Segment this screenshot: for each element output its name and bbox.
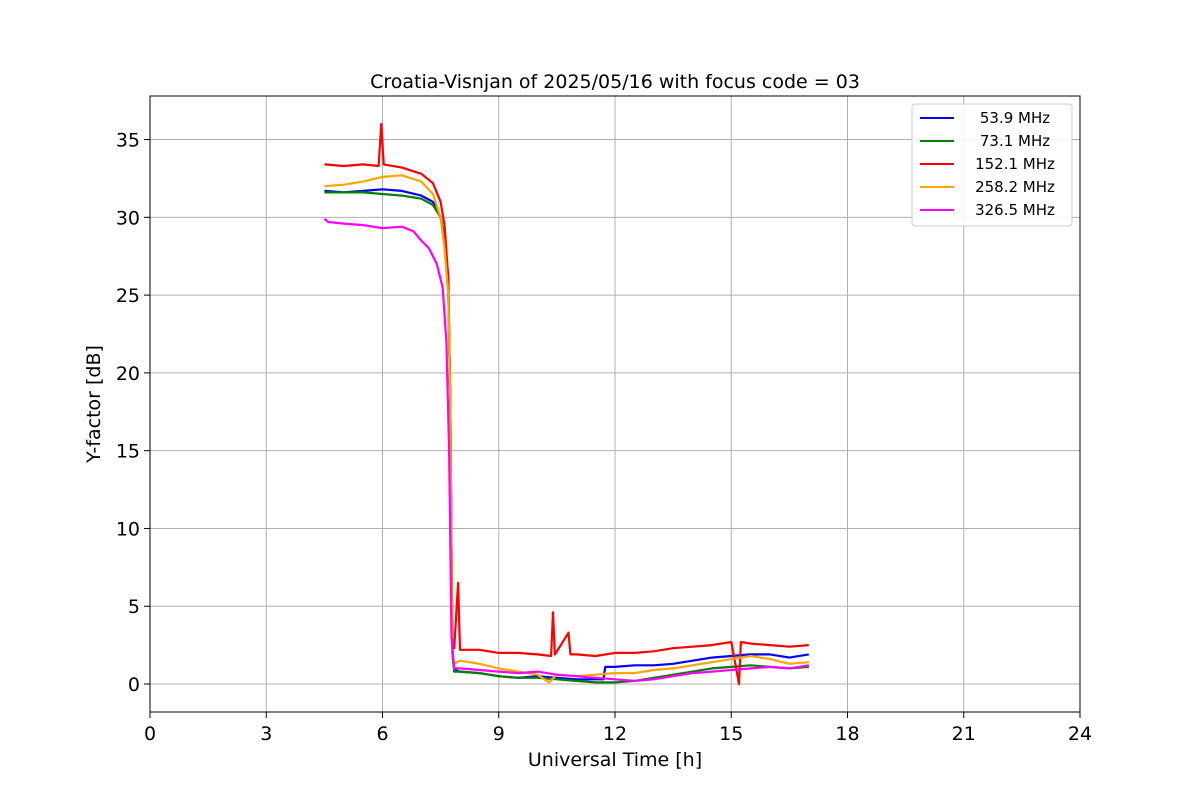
legend-label: 326.5 MHz bbox=[975, 201, 1055, 219]
legend-label: 53.9 MHz bbox=[980, 109, 1050, 127]
x-tick-label: 0 bbox=[144, 723, 156, 745]
series-line-1 bbox=[324, 191, 809, 684]
y-tick-label: 0 bbox=[128, 674, 140, 696]
chart-title: Croatia-Visnjan of 2025/05/16 with focus… bbox=[370, 71, 860, 93]
x-tick-label: 3 bbox=[260, 723, 272, 745]
y-tick-label: 20 bbox=[116, 363, 140, 385]
x-tick-label: 18 bbox=[835, 723, 859, 745]
series-lines bbox=[323, 122, 809, 686]
y-tick-label: 30 bbox=[116, 207, 140, 229]
legend-label: 258.2 MHz bbox=[975, 178, 1055, 196]
x-axis-label: Universal Time [h] bbox=[528, 749, 702, 771]
y-tick-label: 10 bbox=[116, 518, 140, 540]
axis-ticks: 0 3 6 9 12 15 18 21 24 0 5 10 15 20 25 30 35 bbox=[116, 130, 1092, 745]
series-line-3 bbox=[324, 174, 809, 684]
x-tick-label: 15 bbox=[719, 723, 743, 745]
x-tick-label: 6 bbox=[376, 723, 388, 745]
y-tick-label: 35 bbox=[116, 130, 140, 152]
legend-label: 73.1 MHz bbox=[980, 132, 1050, 150]
legend-label: 152.1 MHz bbox=[975, 155, 1055, 173]
series-line-2 bbox=[324, 122, 809, 686]
x-tick-label: 24 bbox=[1068, 723, 1092, 745]
series-line-4 bbox=[323, 218, 809, 682]
x-tick-label: 12 bbox=[603, 723, 627, 745]
y-tick-label: 15 bbox=[116, 441, 140, 463]
legend: 53.9 MHz 73.1 MHz 152.1 MHz 258.2 MHz 326.5 … bbox=[911, 103, 1073, 227]
y-tick-label: 25 bbox=[116, 285, 140, 307]
x-tick-label: 21 bbox=[952, 723, 976, 745]
x-tick-label: 9 bbox=[493, 723, 505, 745]
y-axis-label: Y-factor [dB] bbox=[83, 345, 105, 464]
y-tick-label: 5 bbox=[128, 596, 140, 618]
legend-box bbox=[911, 103, 1073, 227]
